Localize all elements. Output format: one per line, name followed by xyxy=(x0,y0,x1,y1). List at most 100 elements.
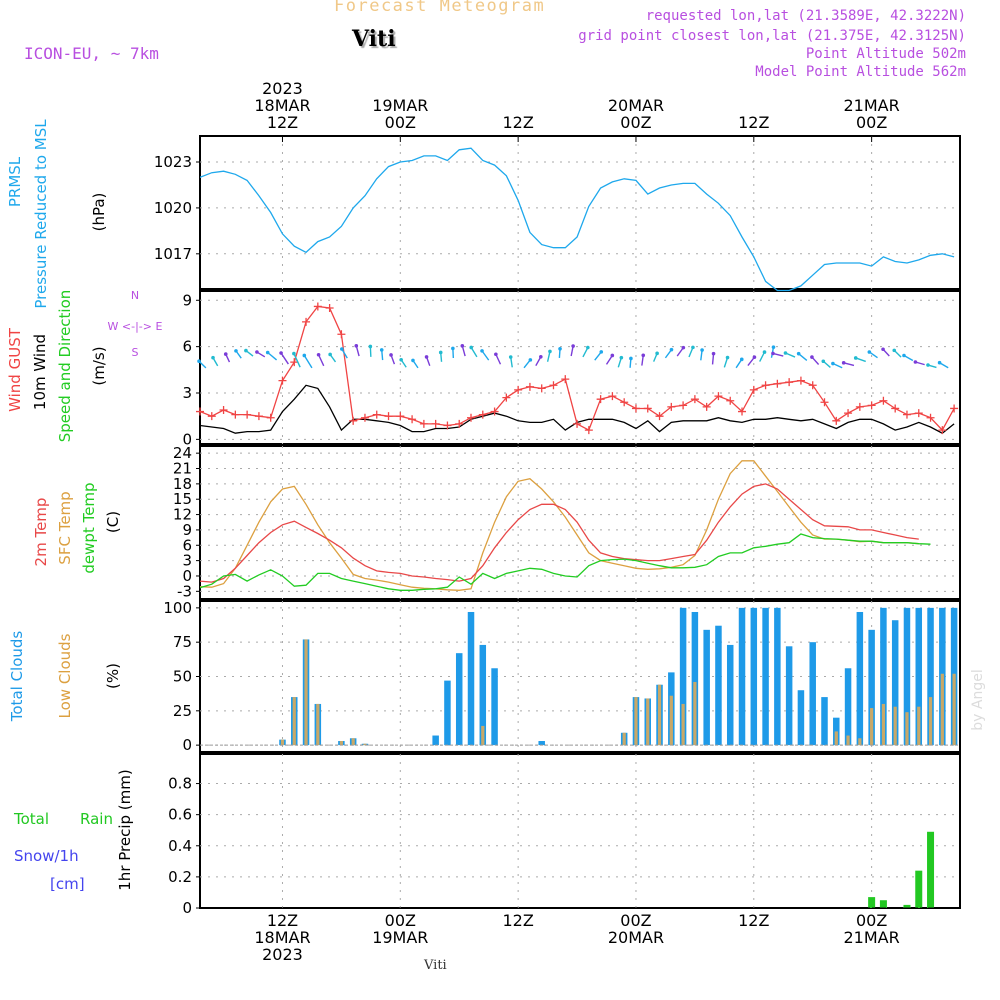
low-clouds-bar xyxy=(905,712,909,746)
sfc-temp-label: SFC Temp xyxy=(56,491,74,564)
wind-arrow-head xyxy=(223,352,228,356)
clouds-unit-label: (%) xyxy=(104,663,122,689)
gust-marker xyxy=(926,413,935,422)
precip-rain-label: Rain xyxy=(80,810,113,828)
wind-arrow-head xyxy=(399,357,403,362)
total-clouds-bar xyxy=(491,668,498,746)
gust-marker xyxy=(561,375,570,384)
gust-marker xyxy=(207,412,216,421)
total-clouds-bar xyxy=(750,607,758,746)
gust-marker xyxy=(679,401,688,410)
wind-direction-arrow xyxy=(293,353,301,368)
gust-marker xyxy=(478,410,487,419)
gust-marker xyxy=(643,404,652,413)
wind-arrow-head xyxy=(211,355,215,360)
gust-marker xyxy=(467,413,476,422)
wind-arrow-head xyxy=(571,344,575,348)
wind-arrow-head xyxy=(739,357,744,362)
rain-bar xyxy=(927,831,935,908)
total-clouds-bar xyxy=(856,611,864,746)
footer-location: Viti xyxy=(424,958,447,973)
total-clouds-bar xyxy=(432,735,439,746)
wind-arrow-head xyxy=(711,351,716,356)
total-clouds-bar xyxy=(880,607,887,746)
low-clouds-bar xyxy=(846,735,850,746)
low-clouds-bar xyxy=(622,732,626,746)
wind-speed-line xyxy=(200,384,955,434)
low-clouds-bar xyxy=(940,673,944,746)
wind-arrow-head xyxy=(831,361,835,366)
wind-direction-arrow xyxy=(317,354,325,367)
gust-marker xyxy=(914,409,923,418)
gust-marker xyxy=(231,410,240,419)
wind-arrow-head xyxy=(937,360,942,365)
top-axis-label: 21MAR xyxy=(844,96,900,115)
rain-bar xyxy=(879,900,887,908)
wind-arrow-head xyxy=(867,350,872,354)
wind-arrow-head xyxy=(586,345,590,350)
gust-marker xyxy=(196,407,204,416)
temperature-ytick-label: 9 xyxy=(182,521,192,539)
wind-arrow-head xyxy=(821,359,826,364)
wind-arrow-head xyxy=(599,350,604,354)
wind-arrow-head xyxy=(316,352,321,357)
rain-bar xyxy=(868,897,876,908)
wind-direction-arrow xyxy=(470,347,478,358)
gust-marker xyxy=(502,393,511,402)
low-clouds-label: Low Clouds xyxy=(56,633,74,718)
precip-ytick-label: 0 xyxy=(182,899,192,917)
total-clouds-bar xyxy=(444,680,451,746)
low-clouds-bar xyxy=(363,743,367,746)
top-axis-label: 12Z xyxy=(738,113,769,132)
gust-marker xyxy=(349,416,358,425)
clouds-ytick-label: 75 xyxy=(173,633,192,651)
total-clouds-bar xyxy=(738,607,746,746)
top-axis-label: 00Z xyxy=(620,113,651,132)
gust-marker xyxy=(667,402,676,411)
low-clouds-bar xyxy=(952,673,956,746)
rain-bar xyxy=(915,870,923,908)
bottom-axis-label: 21MAR xyxy=(844,928,900,947)
gridpoint-coords: grid point closest lon,lat (21.375E, 42.… xyxy=(578,28,966,44)
wind-arrow-head xyxy=(548,349,552,354)
wind-unit-label: (m/s) xyxy=(90,346,108,385)
total-clouds-bar xyxy=(538,741,545,746)
gust-marker xyxy=(525,382,534,391)
wind-panel-frame xyxy=(199,290,961,445)
total-clouds-bar xyxy=(726,644,734,746)
precip-cm-label: [cm] xyxy=(50,875,85,893)
gust-marker xyxy=(573,419,582,428)
wind-arrow-head xyxy=(752,355,757,359)
total-clouds-bar xyxy=(903,607,911,746)
total-clouds-bar xyxy=(844,668,852,746)
total-clouds-bar xyxy=(833,717,840,746)
wind-arrow-head xyxy=(411,358,415,363)
temperature-ytick-label: 15 xyxy=(173,490,192,508)
gust-marker xyxy=(219,406,228,414)
wind-arrow-head xyxy=(265,350,270,355)
bottom-axis-label: 00Z xyxy=(620,911,651,930)
bottom-axis-label: 18MAR xyxy=(254,928,310,947)
low-clouds-bar xyxy=(693,681,697,746)
wind-arrow-head xyxy=(302,353,307,358)
total-clouds-bar xyxy=(927,607,934,746)
model-point-altitude: Model Point Altitude 562m xyxy=(755,64,966,80)
wind-arrow-head xyxy=(771,351,775,356)
wind-arrow-head xyxy=(641,353,646,358)
temp-2m-label: 2m Temp xyxy=(32,498,50,567)
gust-marker xyxy=(773,379,782,388)
gust-marker xyxy=(596,395,605,404)
total-clouds-bar xyxy=(691,611,699,746)
gust-marker xyxy=(761,381,770,390)
gust-marker xyxy=(855,402,864,411)
model-label: ICON-EU, ~ 7km xyxy=(24,44,159,63)
temperature-ytick-label: 18 xyxy=(173,475,192,493)
wind-arrow-head xyxy=(340,347,344,351)
gust-marker xyxy=(620,398,629,407)
gust-marker xyxy=(808,381,817,390)
temperature-ytick-label: -3 xyxy=(177,582,192,600)
precip-ytick-label: 0.8 xyxy=(168,775,192,793)
temperature-ytick-label: 21 xyxy=(173,460,192,478)
total-clouds-bar xyxy=(809,642,816,746)
